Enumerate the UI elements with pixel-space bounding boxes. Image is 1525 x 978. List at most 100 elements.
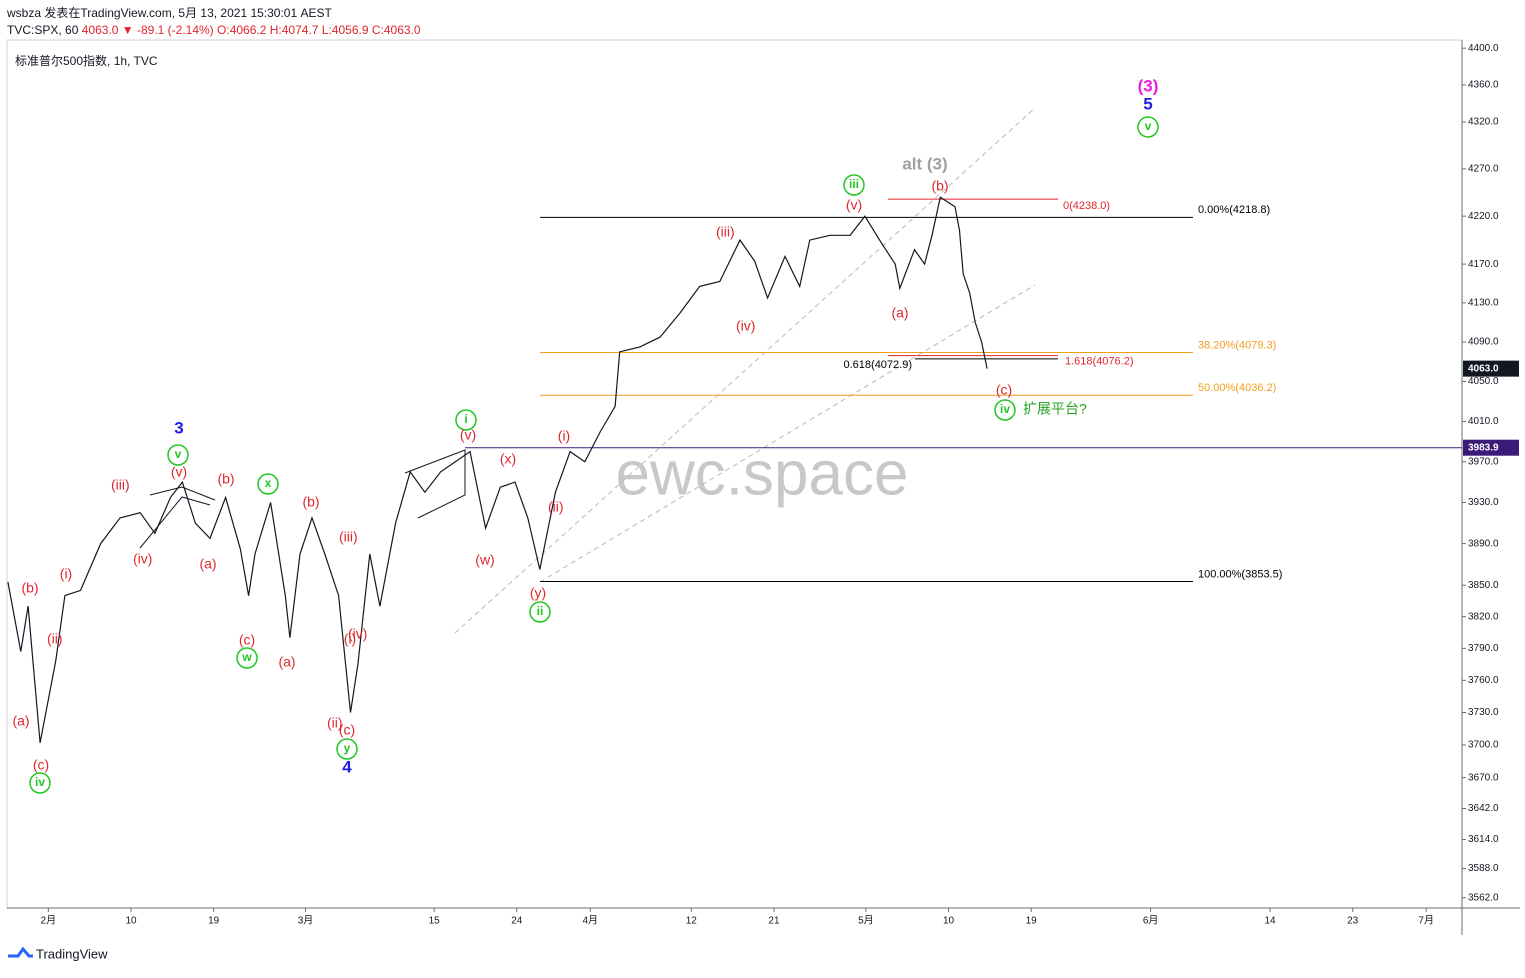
- patterns: [139, 449, 466, 549]
- low: L:4056.9: [322, 23, 369, 37]
- y-tick-label: 3820.0: [1468, 611, 1499, 622]
- wave-circle: [29, 772, 51, 794]
- wave-label: (iv): [348, 626, 367, 642]
- wave-label: alt (3): [902, 154, 947, 173]
- y-tick-label: 3890.0: [1468, 538, 1499, 549]
- price-badge: [1463, 360, 1519, 377]
- wave-label-circled: v: [175, 447, 182, 461]
- ohlc-line: TVC:SPX, 60 4063.0 ▼ -89.1 (-2.14%) O:40…: [7, 23, 421, 37]
- y-tick-label: 4220.0: [1468, 211, 1499, 222]
- y-tick-label: 3614.0: [1468, 834, 1499, 845]
- y-tick-label: 4320.0: [1468, 117, 1499, 128]
- wave-circle: [236, 647, 258, 669]
- level-label: 0.618(4072.9): [844, 359, 913, 371]
- y-tick-label: 4270.0: [1468, 163, 1499, 174]
- wave-label: (a): [199, 556, 216, 572]
- price-badge: [1463, 439, 1519, 456]
- y-tick-label: 4170.0: [1468, 259, 1499, 270]
- level-label: 0.00%(4218.8): [1198, 204, 1270, 216]
- y-tick-label: 3970.0: [1468, 456, 1499, 467]
- y-tick-label: 4090.0: [1468, 337, 1499, 348]
- open: O:4066.2: [217, 23, 267, 37]
- x-tick-label: 19: [1026, 916, 1038, 927]
- y-tick-label: 3730.0: [1468, 707, 1499, 718]
- last: 4063.0: [82, 23, 119, 37]
- wave-label: (iii): [339, 529, 358, 545]
- wave-label: (c): [339, 722, 355, 738]
- x-tick-label: 12: [686, 916, 698, 927]
- price-badge-label: 3983.9: [1468, 442, 1499, 453]
- wave-label-circled: i: [464, 412, 467, 426]
- level-label: 38.20%(4079.3): [1198, 339, 1276, 351]
- x-tick-label: 5月: [858, 915, 874, 927]
- x-tick-label: 14: [1264, 916, 1276, 927]
- wave-label: (a): [278, 654, 295, 670]
- x-tick-label: 24: [511, 916, 523, 927]
- level-label: 1.618(4076.2): [1065, 356, 1134, 368]
- y-tick-label: 3850.0: [1468, 580, 1499, 591]
- wave-circle: [455, 409, 477, 431]
- wave-label: (i): [60, 566, 72, 582]
- wave-label: 扩展平台?: [1023, 401, 1087, 417]
- y-tick-label: 3930.0: [1468, 497, 1499, 508]
- x-tick-label: 23: [1347, 916, 1359, 927]
- wave-circle: [167, 444, 189, 466]
- wave-label: (b): [931, 178, 948, 194]
- x-tick-label: 3月: [298, 915, 314, 927]
- y-tick-label: 3790.0: [1468, 643, 1499, 654]
- wave-label: (y): [530, 585, 546, 601]
- wave-label-circled: v: [1145, 119, 1152, 133]
- wave-label: (b): [217, 471, 234, 487]
- x-tick-label: 19: [208, 916, 220, 927]
- y-tick-label: 3562.0: [1468, 892, 1499, 903]
- close: C:4063.0: [372, 23, 421, 37]
- wave-label: 3: [174, 418, 183, 437]
- wave-label: (v): [460, 427, 476, 443]
- chart-title: 标准普尔500指数, 1h, TVC: [15, 53, 158, 68]
- wave-label: (a): [12, 713, 29, 729]
- x-tick-label: 7月: [1418, 915, 1434, 927]
- x-tick-label: 2月: [41, 915, 57, 927]
- wave-circle: [529, 601, 551, 623]
- wave-label: (iii): [111, 477, 130, 493]
- level-label: 100.00%(3853.5): [1198, 568, 1282, 580]
- wave-label: (b): [21, 580, 38, 596]
- y-tick-label: 3642.0: [1468, 803, 1499, 814]
- wave-circle: [257, 473, 279, 495]
- price-line: [7, 196, 988, 743]
- y-tick-label: 3588.0: [1468, 863, 1499, 874]
- level-label: 50.00%(4036.2): [1198, 382, 1276, 394]
- wave-label: (w): [475, 552, 494, 568]
- y-tick-label: 4010.0: [1468, 416, 1499, 427]
- x-tick-label: 15: [429, 916, 441, 927]
- wave-label-circled: ii: [537, 604, 544, 618]
- y-tick-label: 3700.0: [1468, 740, 1499, 751]
- wave-label: 4: [342, 757, 352, 776]
- y-tick-label: 4400.0: [1468, 43, 1499, 54]
- wave-circle: [336, 738, 358, 760]
- wave-label-circled: iii: [849, 177, 859, 191]
- wave-label: (iii): [716, 224, 735, 240]
- triangle: [139, 496, 211, 549]
- wave-label: (3): [1138, 76, 1159, 95]
- wave-label-circled: iv: [1000, 402, 1010, 416]
- y-tick-label: 3670.0: [1468, 772, 1499, 783]
- wave-label-circled: y: [344, 741, 351, 755]
- wave-label: (b): [302, 494, 319, 510]
- triangle: [149, 486, 216, 501]
- wave-circle: [994, 399, 1016, 421]
- wave-label: (c): [996, 382, 1012, 398]
- wave-label: (c): [33, 757, 49, 773]
- wave-label: (i): [558, 428, 570, 444]
- y-tick-label: 3760.0: [1468, 675, 1499, 686]
- logo: [8, 946, 33, 958]
- wave-label: (v): [846, 197, 862, 213]
- publisher: wsbza 发表在TradingView.com, 5月 13, 2021 15…: [6, 5, 333, 20]
- wave-label: (ii): [47, 631, 63, 647]
- price-badge-label: 4063.0: [1468, 363, 1499, 374]
- level-label: 0(4238.0): [1063, 200, 1110, 212]
- wave-label: 5: [1143, 94, 1152, 113]
